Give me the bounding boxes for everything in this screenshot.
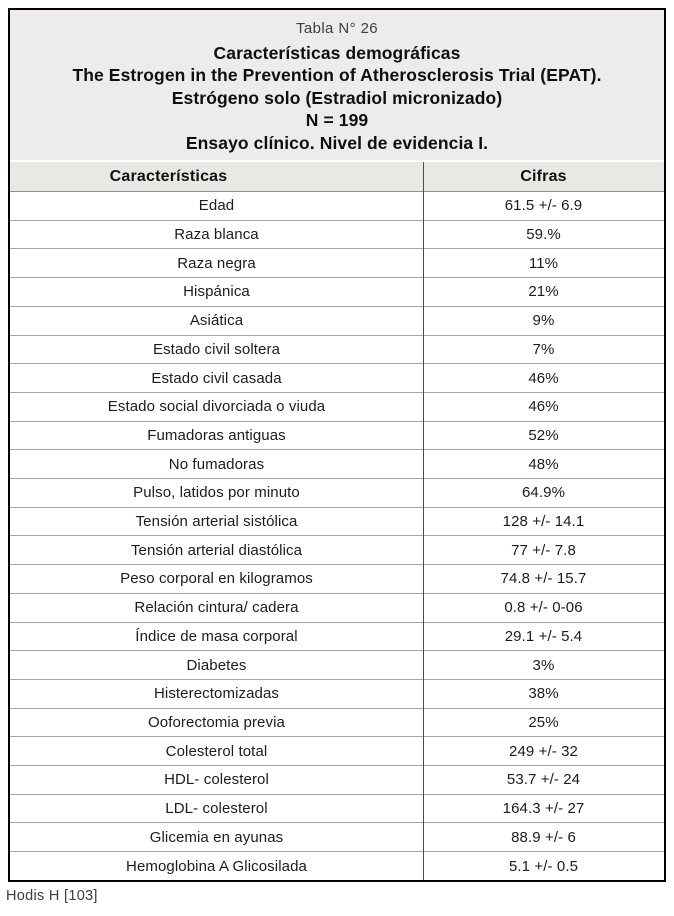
title-lines: Características demográficas The Estrogen… <box>10 42 664 154</box>
row-label: Estado civil casada <box>151 369 282 387</box>
row-value: 46% <box>528 398 559 416</box>
title-line: N = 199 <box>305 110 369 131</box>
table-row: Índice de masa corporal 29.1 +/- 5.4 <box>10 621 664 651</box>
row-value: 64.9% <box>521 484 566 502</box>
row-label: Asiática <box>189 312 244 330</box>
row-value: 46% <box>528 369 559 387</box>
table-row: Estado civil casada 46% <box>10 363 664 392</box>
row-label: Tensión arterial diastólica <box>130 541 303 559</box>
table-row: Hemoglobina A Glicosilada 5.1 +/- 0.5 <box>10 851 664 880</box>
row-label: Hemoglobina A Glicosilada <box>126 857 307 875</box>
row-label: Fumadoras antiguas <box>147 426 286 444</box>
table-row: Ooforectomia previa 25% <box>10 707 664 737</box>
table-row: Estado civil soltera 7% <box>10 334 664 364</box>
table-row: Peso corporal en kilogramos 74.8 +/- 15.7 <box>10 564 664 593</box>
row-label: Histerectomizadas <box>153 685 280 703</box>
row-label: Peso corporal en kilogramos <box>120 570 313 588</box>
column-header-caracteristicas-label: Características <box>109 167 228 185</box>
row-value: 25% <box>528 714 559 731</box>
data-table: Características Cifras Edad 61.5 +/- 6.9 R… <box>10 162 664 880</box>
row-label: Estado social divorciada o viuda <box>107 398 326 416</box>
table-row: Hispánica 21% <box>10 277 664 306</box>
table-row: Histerectomizadas 38% <box>10 678 664 708</box>
row-label: LDL- colesterol <box>165 800 268 818</box>
table-row: Raza negra 11% <box>10 248 664 277</box>
row-value: 164.3 +/- 27 <box>502 800 585 818</box>
table-title-block: Tabla N° 26 Características demográficas… <box>10 10 664 160</box>
row-value: 3% <box>532 656 555 674</box>
table-row: Relación cintura/ cadera 0.8 +/- 0-06 <box>10 592 664 622</box>
row-label: HDL- colesterol <box>164 771 269 789</box>
table-row: No fumadoras 48% <box>10 449 664 478</box>
table-row: Edad 61.5 +/- 6.9 <box>10 192 664 220</box>
row-value: 7% <box>532 340 555 358</box>
table-row: Fumadoras antiguas 52% <box>10 420 664 450</box>
table-row: Asiática 9% <box>10 305 664 335</box>
row-value: 5.1 +/- 0.5 <box>508 857 579 875</box>
row-value: 11% <box>528 254 559 272</box>
row-value: 88.9 +/- 6 <box>511 828 576 846</box>
row-label: Edad <box>198 197 235 215</box>
row-label: Raza blanca <box>174 226 259 244</box>
column-divider <box>423 162 424 880</box>
column-header-cifras: Cifras <box>520 167 567 185</box>
table-row: Tensión arterial diastólica 77 +/- 7.8 <box>10 535 664 564</box>
row-value: 21% <box>528 283 559 301</box>
row-value: 128 +/- 14.1 <box>502 513 585 531</box>
table-row: HDL- colesterol 53.7 +/- 24 <box>10 765 664 794</box>
title-line: Características demográficas <box>213 43 461 63</box>
table-body: Edad 61.5 +/- 6.9 Raza blanca 59.% Raza negr… <box>10 192 664 880</box>
row-value: 48% <box>528 455 559 473</box>
table-row: Diabetes 3% <box>10 650 664 679</box>
table-row: Pulso, latidos por minuto 64.9% <box>10 478 664 507</box>
row-value: 249 +/- 32 <box>509 742 578 760</box>
title-line: Ensayo clínico. Nivel de evidencia I. <box>185 132 489 153</box>
row-value: 0.8 +/- 0-06 <box>504 599 583 617</box>
row-label: Diabetes <box>186 656 247 674</box>
citation: Hodis H [103] <box>6 888 98 904</box>
table-row: Colesterol total 249 +/- 32 <box>10 736 664 765</box>
row-value: 77 +/- 7.8 <box>511 541 576 559</box>
column-header-caracteristicas: Características <box>10 162 423 191</box>
row-label: Hispánica <box>183 283 250 301</box>
table-header-row: Características Cifras <box>10 162 664 192</box>
title-line: The Estrogen in the Prevention of Athero… <box>72 65 602 86</box>
row-label: Colesterol total <box>165 742 268 760</box>
row-label: Tensión arterial sistólica <box>135 513 298 531</box>
table-row: Tensión arterial sistólica 128 +/- 14.1 <box>10 506 664 536</box>
table-number-label: Tabla N° 26 <box>295 20 379 37</box>
row-label: Relación cintura/ cadera <box>134 599 299 617</box>
table-row: LDL- colesterol 164.3 +/- 27 <box>10 793 664 823</box>
row-value: 9% <box>532 312 555 330</box>
row-value: 59.% <box>526 226 561 244</box>
row-label: Ooforectomia previa <box>148 714 285 731</box>
row-value: 52% <box>528 426 559 444</box>
row-label: Pulso, latidos por minuto <box>133 484 300 502</box>
title-line: Estrógeno solo (Estradiol micronizado) <box>171 87 503 108</box>
row-label: No fumadoras <box>168 455 265 473</box>
row-value: 53.7 +/- 24 <box>506 771 581 789</box>
table-card: Tabla N° 26 Características demográficas… <box>8 8 666 882</box>
row-value: 29.1 +/- 5.4 <box>504 627 583 645</box>
row-value: 74.8 +/- 15.7 <box>500 570 587 588</box>
table-row: Glicemia en ayunas 88.9 +/- 6 <box>10 822 664 851</box>
row-value: 38% <box>528 685 559 703</box>
row-value: 61.5 +/- 6.9 <box>504 197 583 215</box>
row-label: Glicemia en ayunas <box>149 828 284 846</box>
row-label: Estado civil soltera <box>152 340 281 358</box>
table-row: Raza blanca 59.% <box>10 219 664 249</box>
row-label: Raza negra <box>177 254 256 272</box>
row-label: Índice de masa corporal <box>135 627 298 645</box>
table-row: Estado social divorciada o viuda 46% <box>10 391 664 421</box>
